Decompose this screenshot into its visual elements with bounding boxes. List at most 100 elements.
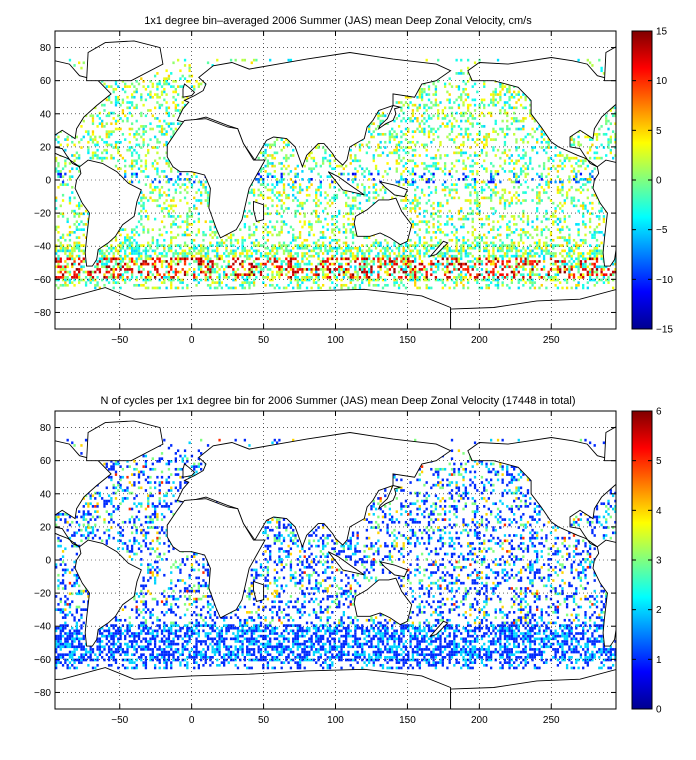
bin-cell xyxy=(241,276,244,279)
bin-cell xyxy=(186,80,189,83)
bin-cell xyxy=(112,286,115,290)
bin-cell xyxy=(577,159,580,163)
bin-cell xyxy=(455,260,458,263)
bin-cell xyxy=(271,162,274,165)
bin-cell xyxy=(427,225,431,229)
bin-cell xyxy=(163,132,166,136)
bin-cell xyxy=(529,278,532,282)
bin-cell xyxy=(292,180,295,184)
bin-cell xyxy=(462,151,465,155)
bin-cell xyxy=(593,193,596,197)
bin-cell xyxy=(506,199,509,202)
bin-cell xyxy=(457,252,461,255)
bin-cell xyxy=(91,154,95,157)
bin-cell xyxy=(434,191,438,194)
bin-cell xyxy=(110,143,113,147)
bin-cell xyxy=(176,122,180,126)
bin-cell xyxy=(409,278,412,282)
bin-cell xyxy=(216,236,219,239)
bin-cell xyxy=(379,265,382,269)
bin-cell xyxy=(489,180,493,184)
bin-cell xyxy=(492,207,495,210)
bin-cell xyxy=(460,262,463,266)
bin-cell xyxy=(347,286,350,290)
bin-cell xyxy=(248,209,251,213)
bin-cell xyxy=(298,230,302,234)
bin-cell xyxy=(565,281,569,284)
bin-cell xyxy=(310,183,313,186)
bin-cell xyxy=(605,154,608,157)
bin-cell xyxy=(202,254,205,258)
bin-cell xyxy=(462,236,465,239)
bin-cell xyxy=(464,164,467,168)
bin-cell xyxy=(98,122,102,126)
bin-cell xyxy=(508,265,511,269)
bin-cell xyxy=(156,244,159,247)
bin-cell xyxy=(340,278,343,282)
bin-cell xyxy=(552,254,555,258)
bin-cell xyxy=(68,175,72,179)
bin-cell xyxy=(61,246,65,250)
bin-cell xyxy=(411,249,415,253)
bin-cell xyxy=(170,265,173,269)
bin-cell xyxy=(487,270,490,274)
bin-cell xyxy=(372,262,375,266)
bin-cell xyxy=(485,278,488,282)
bin-cell xyxy=(128,148,131,152)
bin-cell xyxy=(59,265,62,269)
bin-cell xyxy=(96,265,99,269)
bin-cell xyxy=(172,260,175,263)
bin-cell xyxy=(275,249,279,253)
bin-cell xyxy=(119,241,122,245)
bin-cell xyxy=(287,283,290,287)
bin-cell xyxy=(165,193,168,197)
bin-cell xyxy=(303,268,306,271)
bin-cell xyxy=(446,90,449,94)
bin-cell xyxy=(98,111,102,115)
bin-cell xyxy=(241,260,244,263)
bin-cell xyxy=(273,276,276,279)
bin-cell xyxy=(404,151,408,155)
bin-cell xyxy=(510,180,513,184)
bin-cell xyxy=(464,241,467,245)
bin-cell xyxy=(294,180,297,184)
bin-cell xyxy=(188,180,191,184)
bin-cell xyxy=(409,209,412,213)
bin-cell xyxy=(71,281,74,284)
bin-cell xyxy=(296,199,299,202)
bin-cell xyxy=(312,273,316,277)
bin-cell xyxy=(446,278,449,282)
bin-cell xyxy=(89,135,92,139)
bin-cell xyxy=(432,262,435,266)
bin-cell xyxy=(229,244,233,247)
bin-cell xyxy=(409,101,412,104)
bin-cell xyxy=(515,175,518,179)
bin-cell xyxy=(151,127,154,131)
bin-cell xyxy=(64,164,67,168)
bin-cell xyxy=(485,249,488,253)
bin-cell xyxy=(64,159,67,163)
bin-cell xyxy=(404,265,408,269)
bin-cell xyxy=(480,225,484,229)
bin-cell xyxy=(489,172,493,176)
bin-cell xyxy=(595,225,599,229)
bin-cell xyxy=(310,151,313,155)
bin-cell xyxy=(174,103,177,107)
bin-cell xyxy=(469,122,472,126)
bin-cell xyxy=(200,180,203,184)
bin-cell xyxy=(80,268,83,271)
bin-cell xyxy=(156,170,159,173)
bin-cell xyxy=(124,164,127,168)
bin-cell xyxy=(607,119,610,123)
bin-cell xyxy=(460,276,463,279)
bin-cell xyxy=(133,238,136,242)
bin-cell xyxy=(344,246,348,250)
bin-cell xyxy=(411,183,415,186)
bin-cell xyxy=(393,130,396,133)
bin-cell xyxy=(457,178,461,181)
bin-cell xyxy=(446,223,449,226)
bin-cell xyxy=(582,276,585,279)
bin-cell xyxy=(319,244,322,247)
bin-cell xyxy=(135,246,138,250)
bin-cell xyxy=(404,273,408,277)
